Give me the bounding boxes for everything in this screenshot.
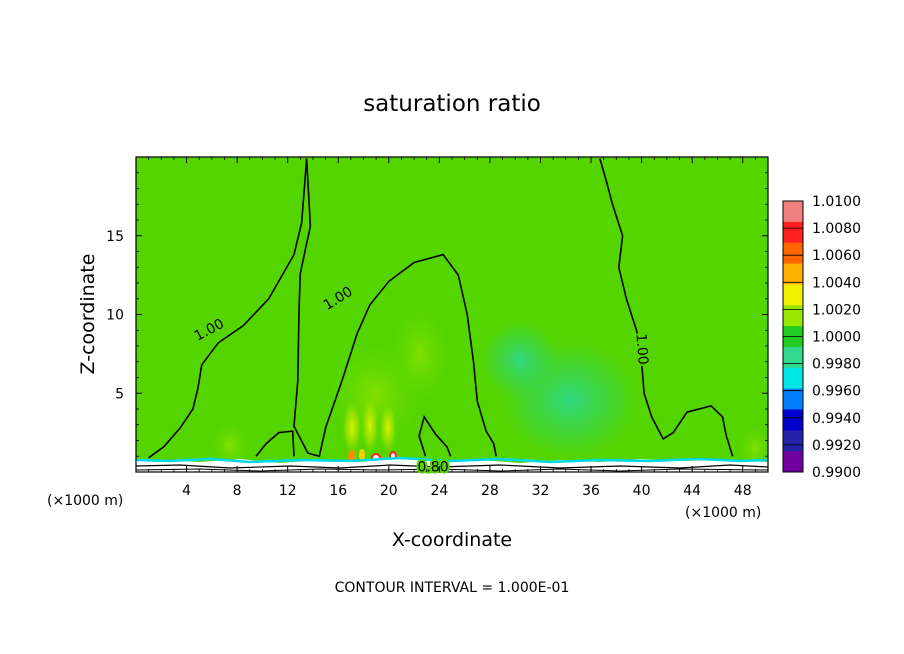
x-tick-label: 12 — [279, 483, 297, 499]
colorbar-swatch — [783, 430, 803, 452]
x-tick-label: 40 — [633, 483, 651, 499]
colorbar: 1.0100 1.0080 1.0060 1.0040 1.0020 1.0000 0.99… — [782, 194, 861, 481]
hot-spot — [348, 450, 356, 462]
x-axis-ticks: 4 8 12 16 20 24 28 32 36 40 44 48 — [148, 157, 756, 499]
x-tick-label: 20 — [380, 483, 398, 499]
x-unit-label-right: (×1000 m) — [685, 505, 761, 521]
x-tick-label: 8 — [233, 483, 242, 499]
x-tick-label: 28 — [481, 483, 499, 499]
colorbar-level-label: 0.9920 — [812, 438, 861, 454]
chart-title: saturation ratio — [363, 91, 541, 117]
colorbar-swatch — [783, 409, 803, 431]
colorbar-swatch — [783, 242, 803, 265]
contour-interval-footer: CONTOUR INTERVAL = 1.000E-01 — [335, 580, 570, 596]
y-tick-label: 5 — [115, 386, 124, 402]
colorbar-swatch — [783, 346, 803, 369]
contour-label: 1.00 — [633, 333, 651, 365]
y-axis-ticks: 5 10 15 — [106, 172, 768, 457]
x-axis-label: X-coordinate — [392, 529, 512, 551]
contour-line — [599, 158, 734, 457]
colorbar-swatch — [783, 367, 803, 390]
colorbar-level-label: 0.9960 — [812, 384, 861, 400]
field-anomaly-yellow — [361, 395, 379, 455]
colorbar-level-label: 1.0080 — [812, 221, 861, 237]
colorbar-level-label: 0.9980 — [812, 357, 861, 373]
x-tick-label: 32 — [532, 483, 550, 499]
x-tick-label: 48 — [734, 483, 752, 499]
colorbar-swatch — [783, 388, 803, 410]
field-anomaly-yellow — [379, 402, 397, 454]
contour-line — [148, 158, 308, 459]
contour-line — [255, 430, 295, 457]
ground-band — [136, 458, 768, 472]
ground-contour — [136, 468, 768, 472]
colorbar-level-label: 1.0100 — [812, 194, 861, 210]
y-axis-label: Z-coordinate — [77, 254, 99, 375]
field-anomaly-light — [212, 423, 248, 467]
colorbar-swatch — [783, 451, 803, 473]
ground-edge — [136, 456, 768, 464]
x-tick-label: 24 — [430, 483, 448, 499]
field-anomaly-teal — [480, 320, 560, 400]
contour-label: 0.80 — [417, 459, 448, 475]
hot-spot — [359, 449, 365, 461]
colorbar-swatch — [783, 305, 803, 327]
x-tick-label: 44 — [683, 483, 701, 499]
y-tick-label: 15 — [106, 229, 124, 245]
ground-contour — [136, 464, 768, 469]
colorbar-level-label: 0.9940 — [812, 411, 861, 427]
contour-line — [293, 158, 497, 458]
x-tick-label: 16 — [329, 483, 347, 499]
colorbar-level-label: 1.0060 — [812, 248, 861, 264]
colorbar-level-label: 1.0000 — [812, 330, 861, 346]
field-anomaly-yellow — [342, 400, 362, 456]
x-unit-label-left: (×1000 m) — [47, 493, 123, 509]
colorbar-level-label: 0.9900 — [812, 465, 861, 481]
colorbar-swatch — [783, 263, 803, 285]
field-background — [136, 157, 768, 472]
colorbar-swatch — [783, 284, 803, 306]
x-tick-label: 4 — [182, 483, 191, 499]
y-tick-label: 10 — [106, 308, 124, 324]
contour-line — [418, 414, 452, 457]
x-tick-label: 36 — [582, 483, 600, 499]
plot-area — [136, 157, 768, 472]
colorbar-swatch — [783, 201, 803, 223]
contour-lines — [148, 158, 734, 459]
colorbar-level-label: 1.0040 — [812, 275, 861, 291]
colorbar-level-label: 1.0020 — [812, 302, 861, 318]
colorbar-swatch — [783, 221, 803, 244]
